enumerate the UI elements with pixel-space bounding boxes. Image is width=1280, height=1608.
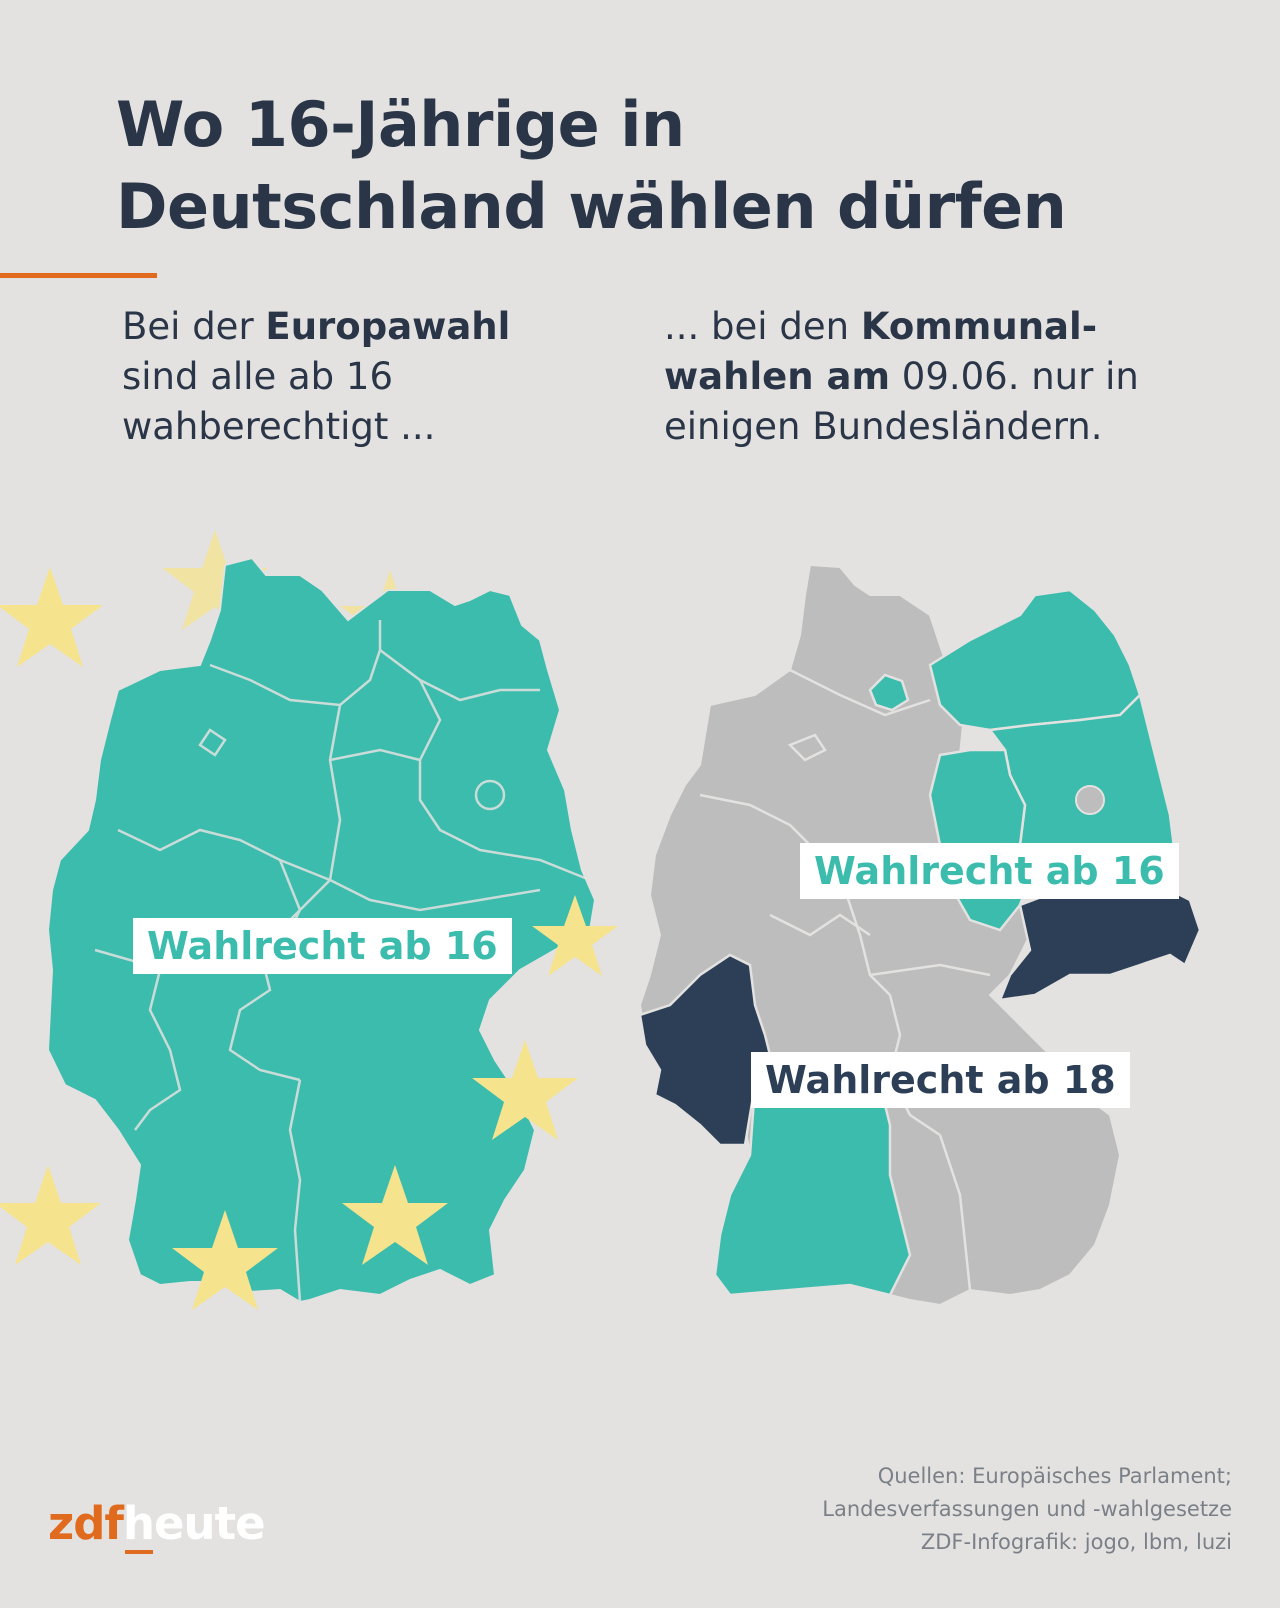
star-icon xyxy=(172,1210,278,1310)
sources-line-1: Quellen: Europäisches Parlament; xyxy=(877,1464,1232,1488)
badge-left-wahlrecht-16: Wahlrecht ab 16 xyxy=(133,918,512,974)
star-icon xyxy=(532,895,618,976)
sources-line-3: ZDF-Infografik: jogo, lbm, luzi xyxy=(920,1530,1232,1554)
intro-kommunalwahl: ... bei den Kommunal- wahlen am 09.06. n… xyxy=(664,302,1264,452)
stars-front xyxy=(0,567,618,1310)
page-title: Wo 16-Jährige in Deutschland wählen dürf… xyxy=(116,84,1216,248)
intro-right-bold-1: Kommunal- xyxy=(860,305,1098,348)
title-line-2: Deutschland wählen dürfen xyxy=(116,170,1067,243)
sources-line-2: Landesverfassungen und -wahlgesetze xyxy=(822,1497,1232,1521)
intro-right-pre: ... bei den xyxy=(664,305,861,348)
state-sachsen xyxy=(998,883,1202,1002)
intro-europawahl: Bei der Europawahl sind alle ab 16 wahbe… xyxy=(122,302,602,452)
logo-heute: heute xyxy=(122,1497,266,1550)
berlin xyxy=(1075,785,1105,815)
state-hamburg xyxy=(868,673,910,712)
badge-right-wahlrecht-18: Wahlrecht ab 18 xyxy=(751,1052,1130,1108)
intro-left-line-3: wahberechtigt ... xyxy=(122,405,436,448)
badge-right-wahlrecht-16: Wahlrecht ab 16 xyxy=(800,843,1179,899)
star-icon xyxy=(342,1165,448,1265)
zdfheute-logo: zdfheute xyxy=(48,1497,266,1551)
state-mecklenburg-vorpommern xyxy=(928,588,1142,732)
title-line-1: Wo 16-Jährige in xyxy=(116,88,685,161)
intro-left-line-2: sind alle ab 16 xyxy=(122,355,394,398)
logo-zdf: zdf xyxy=(48,1497,124,1550)
map-kommunalwahl xyxy=(640,563,1202,1307)
intro-right-bold-2: wahlen am xyxy=(664,355,891,398)
accent-rule xyxy=(0,273,157,278)
intro-right-line-3: einigen Bundesländern. xyxy=(664,405,1103,448)
intro-left-bold: Europawahl xyxy=(265,305,511,348)
intro-left-pre: Bei der xyxy=(122,305,266,348)
star-icon xyxy=(0,1165,101,1265)
sources: Quellen: Europäisches Parlament; Landesv… xyxy=(822,1460,1232,1559)
star-icon xyxy=(162,530,268,630)
star-icon xyxy=(0,567,103,667)
intro-right-post: 09.06. nur in xyxy=(890,355,1139,398)
states-ab-18 xyxy=(640,883,1202,1147)
star-icon xyxy=(472,1040,578,1140)
